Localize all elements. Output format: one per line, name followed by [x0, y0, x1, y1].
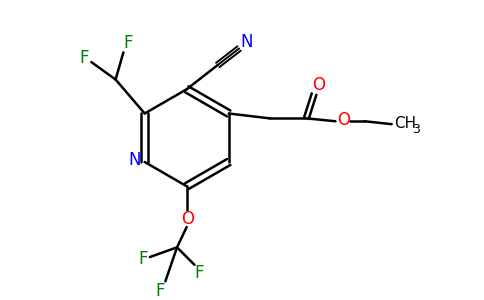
Text: F: F — [123, 34, 133, 52]
Text: F: F — [195, 264, 204, 282]
Text: 3: 3 — [412, 122, 420, 136]
Text: F: F — [138, 250, 148, 268]
Text: N: N — [129, 151, 141, 169]
Text: F: F — [80, 49, 90, 67]
Text: O: O — [181, 210, 194, 228]
Text: F: F — [156, 282, 165, 300]
Text: CH: CH — [394, 116, 416, 131]
Text: N: N — [241, 33, 253, 51]
Text: O: O — [313, 76, 325, 94]
Text: O: O — [337, 111, 349, 129]
